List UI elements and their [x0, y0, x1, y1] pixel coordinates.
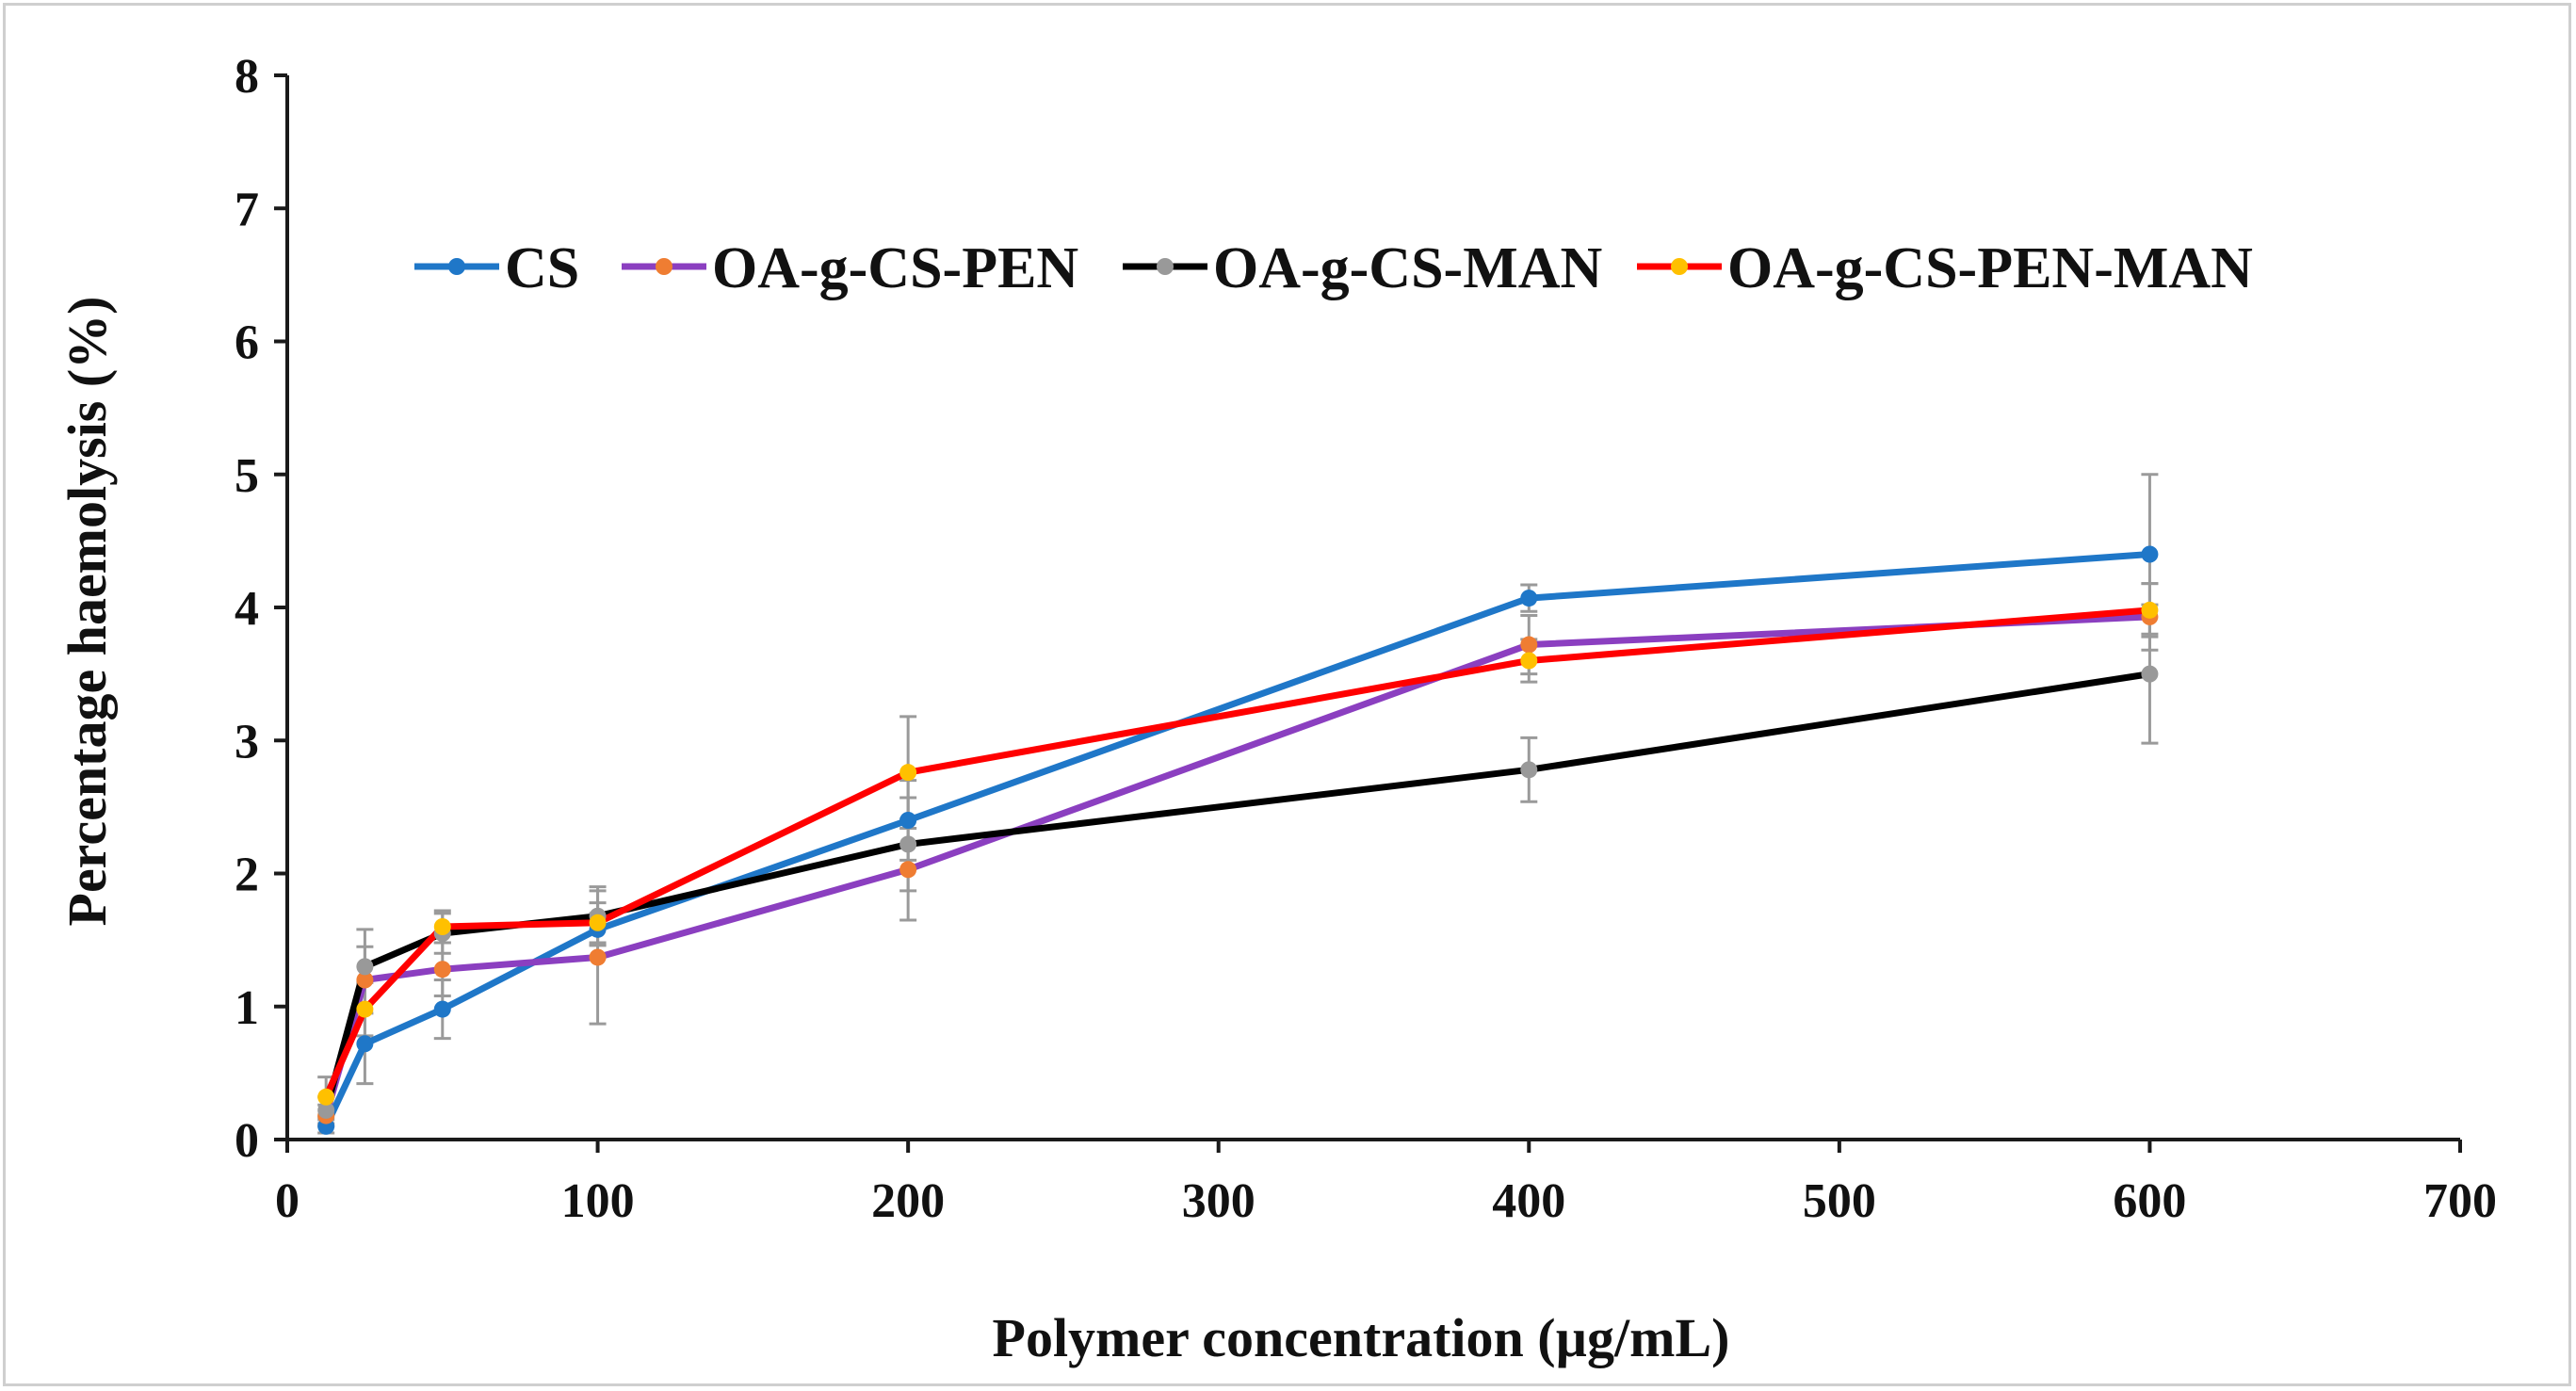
data-point	[356, 1035, 374, 1053]
legend-label: OA-g-CS-PEN-MAN	[1727, 236, 2253, 300]
legend-marker	[1157, 258, 1174, 275]
y-tick-label: 6	[235, 316, 259, 370]
data-point	[899, 835, 917, 853]
x-tick-label: 700	[2423, 1174, 2497, 1228]
data-point	[356, 958, 374, 976]
data-point	[899, 812, 917, 829]
legend-marker	[448, 258, 465, 275]
x-tick-label: 100	[561, 1174, 635, 1228]
x-tick-label: 200	[871, 1174, 945, 1228]
x-tick-label: 300	[1182, 1174, 1256, 1228]
tick-labels: 0 1 2 3 4 5 6 7 8 0 100 200 300 400 500 600 700	[235, 50, 2497, 1228]
data-point	[1520, 652, 1538, 670]
data-point	[433, 918, 451, 935]
y-axis-title: Percentage haemolysis (%)	[57, 297, 118, 927]
data-point	[317, 1101, 335, 1119]
y-tick-label: 0	[235, 1114, 259, 1168]
legend: CS OA-g-CS-PEN OA-g-CS-MAN OA-g-CS-PEN-MAN	[414, 236, 2253, 300]
y-tick-label: 1	[235, 981, 259, 1035]
x-tick-label: 500	[1803, 1174, 1876, 1228]
data-point	[1520, 636, 1538, 654]
legend-label: OA-g-CS-PEN	[712, 236, 1078, 300]
data-point	[317, 1088, 335, 1106]
data-point	[1520, 761, 1538, 779]
data-point	[356, 1000, 374, 1018]
y-tick-label: 3	[235, 715, 259, 768]
series-line-oa-g-cs-pen	[322, 613, 2153, 1120]
data-point	[1520, 590, 1538, 607]
data-point	[433, 961, 451, 979]
x-tick-label: 600	[2113, 1174, 2186, 1228]
legend-label: OA-g-CS-MAN	[1213, 236, 1602, 300]
x-tick-label: 400	[1492, 1174, 1565, 1228]
data-point	[589, 948, 607, 966]
data-point	[589, 914, 607, 931]
y-tick-label: 2	[235, 849, 259, 902]
data-point	[899, 764, 917, 782]
data-point	[356, 971, 374, 989]
y-tick-label: 4	[235, 582, 259, 636]
legend-label: CS	[505, 236, 579, 300]
series-line-cs	[322, 551, 2153, 1130]
data-point	[899, 861, 917, 879]
legend-marker	[656, 258, 672, 275]
x-axis-title: Polymer concentration (µg/mL)	[993, 1307, 1730, 1368]
y-tick-label: 8	[235, 50, 259, 104]
axes	[274, 73, 2462, 1153]
legend-marker	[1671, 258, 1688, 275]
data-point	[2141, 601, 2159, 619]
y-tick-label: 5	[235, 449, 259, 503]
x-tick-label: 0	[275, 1174, 300, 1228]
figure-frame	[3, 3, 2571, 1386]
series-lines	[322, 551, 2153, 1130]
data-point	[433, 1000, 451, 1018]
data-point	[2141, 665, 2159, 683]
y-tick-label: 7	[235, 183, 259, 236]
series-markers	[317, 545, 2159, 1135]
data-point	[2141, 545, 2159, 563]
